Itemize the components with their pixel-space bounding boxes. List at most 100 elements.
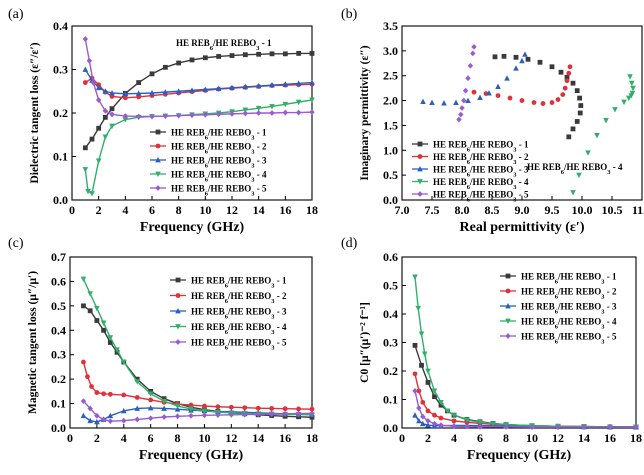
- data-point: [555, 424, 561, 431]
- legend-marker: [155, 157, 161, 163]
- data-point: [549, 64, 555, 70]
- data-point: [477, 419, 483, 426]
- data-point: [282, 81, 289, 87]
- data-point: [216, 54, 222, 59]
- data-point: [425, 408, 431, 414]
- data-point: [412, 274, 418, 280]
- data-point: [80, 412, 87, 419]
- data-point: [282, 410, 288, 417]
- y-tick-label: 0.3: [383, 336, 398, 350]
- legend-marker: [417, 141, 423, 147]
- data-point: [438, 415, 444, 421]
- data-point: [134, 405, 141, 411]
- x-tick-label: 10: [198, 431, 210, 445]
- y-tick-label: 0.1: [51, 397, 66, 411]
- data-point: [162, 113, 169, 119]
- data-point: [501, 53, 507, 59]
- data-point: [537, 59, 543, 65]
- data-point: [269, 104, 275, 110]
- x-tick-label: 18: [630, 431, 642, 445]
- data-point: [87, 291, 93, 297]
- data-point: [134, 395, 140, 400]
- legend-marker: [505, 303, 511, 309]
- x-tick-label: 14: [253, 203, 265, 217]
- data-point: [255, 405, 261, 411]
- data-point: [242, 405, 248, 411]
- data-point: [87, 308, 93, 314]
- x-tick-label: 14: [578, 431, 590, 445]
- y-tick-label: 2.0: [383, 94, 398, 108]
- series-4: [570, 74, 636, 196]
- legend-marker: [155, 143, 161, 149]
- data-point: [412, 412, 418, 418]
- x-tick-label: 4: [122, 203, 128, 217]
- x-tick-label: 9.5: [545, 203, 560, 217]
- x-tick-label: 12: [225, 431, 237, 445]
- data-point: [229, 53, 235, 58]
- y-tick-label: 0.4: [53, 19, 68, 33]
- data-point: [228, 411, 235, 418]
- data-point: [269, 51, 275, 57]
- series-line: [84, 69, 313, 95]
- data-point: [470, 50, 476, 57]
- data-point: [189, 57, 195, 63]
- data-point: [451, 412, 457, 419]
- data-point: [188, 412, 194, 419]
- data-point: [490, 421, 496, 427]
- data-point: [85, 374, 90, 380]
- data-point: [94, 318, 100, 323]
- legend-marker: [417, 191, 423, 197]
- y-tick-label: 0.2: [383, 364, 398, 378]
- legend-marker: [505, 273, 511, 279]
- data-point: [255, 83, 262, 89]
- legend-marker: [175, 308, 181, 314]
- data-point: [102, 107, 109, 114]
- legend: HE REB6/HE REBO3 - 1HE REB6/HE REBO3 - 2…: [170, 276, 287, 351]
- data-point: [309, 109, 315, 116]
- data-point: [176, 60, 182, 66]
- y-tick-label: 3.5: [383, 19, 398, 33]
- data-point: [438, 422, 444, 429]
- legend-entry: HE REB6/HE REBO3 - 5: [171, 184, 267, 198]
- data-point: [529, 424, 535, 431]
- data-point: [629, 80, 635, 87]
- legend-marker: [417, 179, 423, 185]
- series-2: [81, 359, 315, 412]
- data-point: [416, 405, 422, 411]
- data-point: [578, 103, 584, 108]
- legend-marker: [505, 318, 511, 324]
- data-point: [519, 98, 525, 103]
- data-point: [87, 417, 93, 424]
- legend-marker: [417, 166, 423, 172]
- data-point: [295, 99, 302, 106]
- data-point: [295, 80, 302, 86]
- y-tick-label: 0.5: [383, 168, 398, 182]
- data-point: [540, 101, 546, 106]
- data-point: [507, 95, 513, 101]
- data-point: [121, 417, 127, 424]
- data-point: [531, 100, 537, 105]
- x-tick-label: 8: [175, 431, 181, 445]
- y-tick-label: 0.5: [51, 299, 66, 313]
- data-point: [513, 54, 519, 60]
- data-point: [149, 71, 155, 77]
- series-5: [412, 388, 639, 431]
- data-point: [147, 391, 154, 397]
- data-point: [431, 388, 438, 394]
- y-tick-label: 0.5: [383, 279, 398, 293]
- data-point: [309, 410, 315, 417]
- legend-entry: HE REB6/HE REBO3 - 4: [171, 170, 267, 184]
- data-point: [477, 423, 483, 430]
- legend-marker: [417, 154, 423, 159]
- x-tick-label: 14: [252, 431, 264, 445]
- data-point: [309, 51, 315, 56]
- data-point: [425, 417, 431, 424]
- data-point: [570, 190, 576, 196]
- data-point: [228, 404, 234, 410]
- data-point: [432, 412, 437, 418]
- data-point: [465, 97, 471, 103]
- data-point: [149, 89, 155, 96]
- data-point: [425, 380, 431, 385]
- data-point: [107, 412, 114, 419]
- panel-label: (b): [341, 7, 358, 22]
